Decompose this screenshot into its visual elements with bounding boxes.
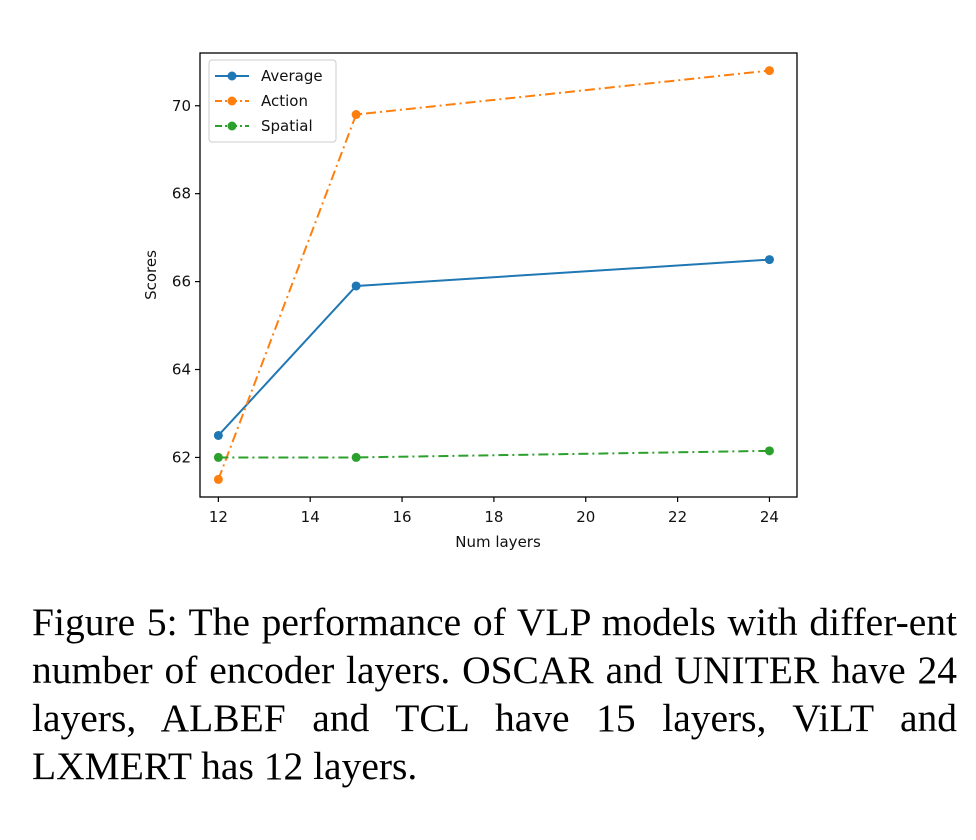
y-tick-label: 62 bbox=[172, 448, 191, 466]
data-point-average bbox=[213, 430, 223, 440]
chart-series bbox=[213, 66, 774, 484]
y-tick-label: 66 bbox=[172, 273, 191, 291]
data-point-spatial bbox=[351, 452, 361, 462]
data-point-average bbox=[351, 281, 361, 291]
plot-area-frame bbox=[199, 52, 798, 498]
data-point-spatial bbox=[764, 446, 774, 456]
series-line-average bbox=[217, 258, 770, 437]
x-tick-label: 20 bbox=[576, 508, 595, 526]
figure-caption: Figure 5: The performance of VLP models … bbox=[32, 600, 957, 788]
axis-ticks: 12 14 16 18 20 22 24 62 64 66 68 70 bbox=[172, 97, 779, 526]
y-tick-label: 68 bbox=[172, 185, 191, 203]
legend-box bbox=[208, 59, 337, 143]
x-tick-label: 12 bbox=[209, 508, 228, 526]
y-tick-label: 70 bbox=[172, 97, 191, 115]
legend-item-spatial: Spatial bbox=[215, 117, 313, 135]
y-axis-label: Scores bbox=[142, 250, 160, 300]
x-axis-label: Num layers bbox=[455, 533, 541, 551]
data-point-spatial bbox=[213, 452, 223, 462]
legend-label: Spatial bbox=[261, 117, 313, 135]
data-point-action bbox=[213, 474, 223, 484]
legend-marker bbox=[227, 71, 237, 81]
legend-marker bbox=[227, 121, 237, 131]
x-tick-label: 24 bbox=[760, 508, 779, 526]
data-point-action bbox=[764, 66, 774, 76]
x-tick-label: 16 bbox=[393, 508, 412, 526]
series-spatial bbox=[213, 446, 774, 462]
chart-legend: Average Action Spatial bbox=[208, 59, 337, 143]
legend-marker bbox=[227, 96, 237, 106]
legend-label: Average bbox=[261, 67, 323, 85]
series-line-action bbox=[217, 69, 770, 480]
x-tick-label: 22 bbox=[668, 508, 687, 526]
legend-label: Action bbox=[261, 92, 308, 110]
y-tick-label: 64 bbox=[172, 361, 191, 379]
legend-item-average: Average bbox=[215, 67, 323, 85]
series-average bbox=[213, 255, 774, 440]
x-tick-label: 18 bbox=[484, 508, 503, 526]
line-chart: 12 14 16 18 20 22 24 62 64 66 68 70 Num layers Scor… bbox=[142, 52, 798, 551]
legend-item-action: Action bbox=[215, 92, 308, 110]
data-point-action bbox=[351, 110, 361, 120]
x-tick-label: 14 bbox=[301, 508, 320, 526]
data-point-average bbox=[764, 255, 774, 265]
series-action bbox=[213, 66, 774, 484]
series-line-spatial bbox=[218, 449, 770, 459]
